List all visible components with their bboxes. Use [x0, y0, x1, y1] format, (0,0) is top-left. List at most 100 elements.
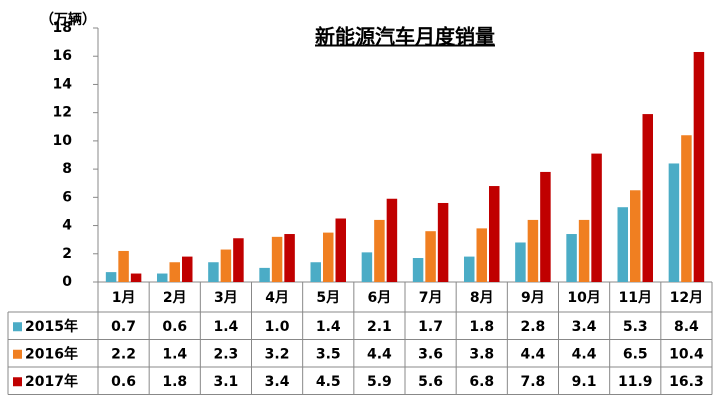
x-tick-label: 2月: [163, 290, 187, 306]
bar: [476, 228, 487, 282]
x-tick-label: 6月: [368, 290, 392, 306]
bar: [617, 207, 628, 282]
table-value: 0.6: [162, 319, 187, 335]
bar: [374, 219, 385, 282]
bar: [489, 186, 500, 282]
bar: [515, 242, 526, 282]
y-tick-label: 0: [62, 274, 72, 290]
table-value: 3.4: [572, 319, 597, 335]
y-tick-label: 6: [62, 189, 72, 205]
x-tick-label: 9月: [521, 290, 545, 306]
table-value: 1.7: [418, 319, 443, 335]
bar: [668, 163, 680, 282]
legend-label: 2016年: [25, 345, 78, 362]
x-tick-label: 11月: [619, 290, 652, 306]
table-value: 1.4: [316, 319, 341, 335]
bar: [464, 256, 475, 282]
x-tick-label: 1月: [112, 290, 136, 306]
bar: [540, 171, 551, 282]
bar: [527, 219, 539, 282]
x-tick-label: 4月: [265, 290, 289, 306]
bar: [130, 273, 142, 282]
bar: [118, 250, 129, 282]
table-value: 4.4: [572, 346, 597, 362]
y-tick-label: 2: [62, 246, 72, 262]
table-value: 3.5: [316, 346, 341, 362]
table-value: 5.9: [367, 374, 392, 390]
bar: [425, 231, 436, 282]
y-tick-label: 12: [53, 105, 72, 121]
table-value: 2.8: [521, 319, 546, 335]
table-value: 4.4: [521, 346, 546, 362]
bar: [642, 114, 653, 282]
x-tick-label: 10月: [567, 290, 600, 306]
bar: [310, 262, 321, 282]
bar: [361, 252, 373, 282]
legend-label: 2015年: [25, 318, 78, 335]
legend-swatch: [13, 322, 22, 332]
table-value: 7.8: [521, 374, 546, 390]
bar: [386, 198, 398, 282]
table-value: 5.6: [418, 374, 443, 390]
x-tick-label: 8月: [470, 290, 494, 306]
y-tick-label: 4: [62, 218, 72, 234]
bar: [681, 135, 692, 282]
table-value: 2.3: [214, 346, 239, 362]
table-value: 6.5: [623, 346, 648, 362]
table-value: 2.2: [111, 346, 136, 362]
bar: [412, 258, 424, 282]
bar: [284, 234, 295, 282]
legend-swatch: [13, 349, 22, 359]
bar: [578, 219, 590, 282]
bar: [323, 232, 334, 282]
table-value: 4.5: [316, 374, 341, 390]
table-value: 2.1: [367, 319, 392, 335]
table-value: 16.3: [669, 374, 704, 390]
y-tick-label: 14: [53, 76, 73, 92]
bar: [169, 262, 180, 282]
y-tick-label: 16: [53, 48, 72, 64]
bar: [591, 153, 602, 282]
x-tick-label: 5月: [316, 290, 340, 306]
table-value: 0.6: [111, 374, 136, 390]
table-value: 9.1: [572, 374, 597, 390]
bar: [335, 218, 346, 282]
bar: [208, 262, 219, 282]
table-value: 1.8: [469, 319, 494, 335]
table-value: 6.8: [469, 374, 494, 390]
bar: [271, 236, 283, 282]
bar: [220, 249, 232, 282]
table-value: 11.9: [618, 374, 653, 390]
y-tick-label: 10: [53, 133, 73, 149]
table-value: 3.6: [418, 346, 443, 362]
table-value: 3.4: [265, 374, 290, 390]
y-tick-label: 8: [62, 161, 72, 177]
table-value: 10.4: [669, 346, 704, 362]
table-value: 8.4: [674, 319, 699, 335]
legend-swatch: [13, 377, 22, 387]
bar: [259, 267, 270, 282]
bar: [182, 256, 193, 282]
table-value: 5.3: [623, 319, 648, 335]
table-value: 0.7: [111, 319, 136, 335]
table-value: 4.4: [367, 346, 392, 362]
bar: [157, 273, 168, 282]
bar: [630, 190, 641, 282]
table-value: 3.8: [469, 346, 494, 362]
y-tick-label: 18: [53, 20, 72, 36]
bar: [437, 202, 449, 282]
table-value: 3.1: [214, 374, 239, 390]
bar: [566, 234, 577, 282]
table-value: 1.4: [162, 346, 187, 362]
chart-title: 新能源汽车月度销量: [315, 25, 495, 49]
legend-label: 2017年: [25, 373, 78, 390]
table-value: 1.0: [265, 319, 290, 335]
table-value: 1.8: [162, 374, 187, 390]
x-tick-label: 3月: [214, 290, 238, 306]
bar: [105, 272, 117, 282]
unit-label: （万辆）: [40, 11, 96, 28]
bar: [233, 238, 244, 282]
table-value: 1.4: [214, 319, 239, 335]
x-tick-label: 7月: [419, 290, 443, 306]
